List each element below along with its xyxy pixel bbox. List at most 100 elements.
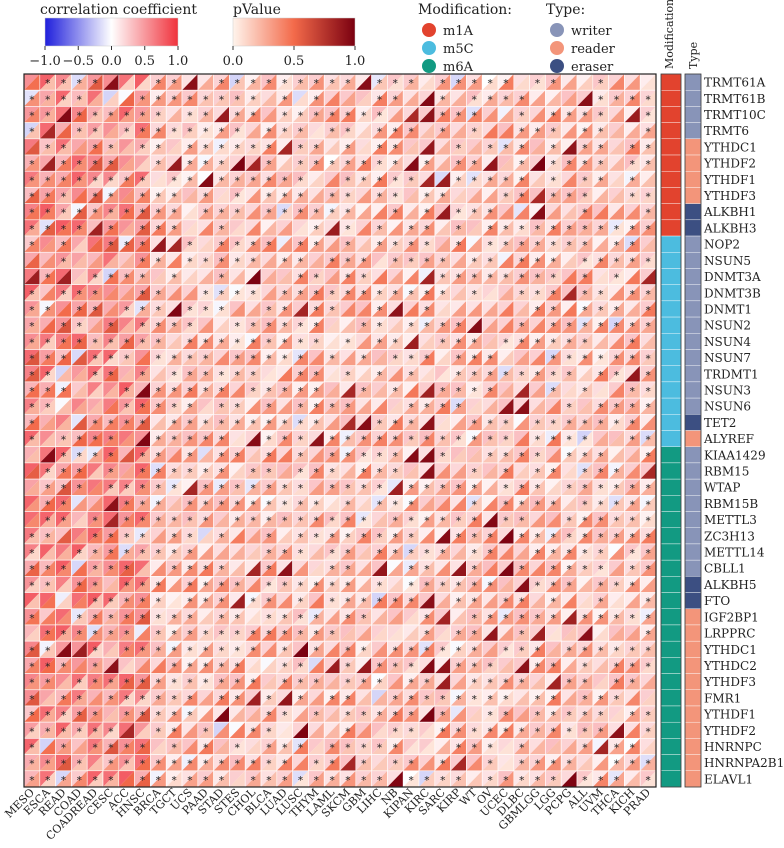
heatmap-cell: *	[23, 219, 41, 237]
pvalue-triangle	[403, 155, 419, 172]
correlation-triangle	[292, 236, 309, 253]
correlation-triangle	[498, 236, 514, 253]
pvalue-triangle	[182, 74, 198, 91]
correlation-triangle	[245, 90, 261, 107]
significance-star: *	[140, 95, 145, 106]
pvalue-triangle	[292, 317, 309, 334]
significance-star: *	[535, 338, 540, 349]
m6A-swatch	[422, 59, 436, 73]
heatmap-cell	[308, 430, 325, 448]
heatmap-cell: *	[624, 397, 641, 415]
correlation-triangle	[640, 155, 656, 172]
correlation-triangle	[213, 106, 230, 123]
pvalue-triangle	[150, 74, 167, 91]
heatmap-cell: *	[308, 203, 325, 221]
correlation-triangle	[103, 219, 119, 237]
heatmap-cell: *	[545, 170, 562, 188]
pvalue-triangle	[308, 333, 325, 350]
heatmap-cell	[339, 316, 357, 334]
heatmap-cell: *	[560, 397, 578, 415]
correlation-triangle	[118, 284, 135, 301]
correlation-triangle	[197, 187, 214, 204]
pvalue-triangle	[355, 300, 372, 318]
significance-star: *	[488, 241, 493, 252]
significance-star: *	[29, 419, 34, 430]
pvalue-triangle	[371, 236, 388, 253]
pvalue-triangle	[197, 252, 214, 269]
heatmap-cell: *	[150, 462, 167, 480]
heatmap-cell: *	[529, 235, 546, 253]
pvalue-triangle	[577, 284, 593, 301]
significance-star: *	[124, 403, 129, 414]
pvalue-triangle	[134, 74, 151, 91]
pvalue-triangle	[466, 138, 483, 156]
pvalue-triangle	[529, 203, 546, 220]
heatmap-cell: *	[339, 138, 357, 156]
significance-star: *	[582, 143, 587, 154]
significance-star: *	[393, 435, 398, 446]
pvalue-triangle	[640, 171, 656, 188]
correlation-triangle	[276, 203, 293, 220]
correlation-triangle	[308, 219, 325, 237]
significance-star: *	[646, 305, 651, 316]
heatmap-cell: *	[308, 381, 325, 399]
correlation-triangle	[24, 349, 40, 366]
pvalue-triangle	[134, 300, 151, 318]
correlation-triangle	[324, 203, 340, 220]
correlation-triangle	[229, 236, 246, 253]
heatmap-cell: *	[481, 446, 499, 464]
heatmap-cell: *	[213, 397, 230, 415]
heatmap-cell: *	[150, 316, 167, 334]
heatmap-cell	[387, 300, 404, 318]
pvalue-triangle	[419, 268, 435, 285]
heatmap-cell	[497, 251, 515, 269]
pvalue-triangle	[561, 300, 577, 318]
significance-star: *	[330, 257, 335, 268]
correlation-triangle	[466, 171, 483, 188]
heatmap-cell: *	[339, 106, 357, 123]
significance-star: *	[61, 354, 66, 365]
correlation-triangle	[450, 349, 467, 366]
correlation-triangle	[577, 155, 593, 172]
heatmap-cell	[23, 251, 41, 269]
significance-star: *	[266, 160, 271, 171]
heatmap-cell	[639, 332, 657, 350]
heatmap-cell: *	[434, 332, 451, 350]
p-tick-label: 0.0	[223, 54, 244, 69]
significance-star: *	[440, 403, 445, 414]
heatmap-cell: *	[229, 332, 246, 350]
significance-star: *	[377, 338, 382, 349]
heatmap-cell	[418, 170, 436, 188]
significance-star: *	[614, 419, 619, 430]
significance-star: *	[282, 208, 287, 219]
pvalue-triangle	[498, 236, 514, 253]
heatmap-cell: *	[624, 235, 641, 253]
heatmap-cell	[181, 73, 199, 91]
pvalue-triangle	[577, 317, 593, 334]
pvalue-triangle	[387, 333, 404, 350]
correlation-triangle	[513, 90, 530, 107]
pvalue-triangle	[403, 219, 419, 237]
pvalue-triangle	[150, 171, 167, 188]
heatmap-cell: *	[55, 349, 72, 366]
correlation-triangle	[261, 284, 277, 301]
pvalue-triangle	[355, 333, 372, 350]
pvalue-triangle	[213, 203, 230, 220]
heatmap-cell: *	[134, 251, 151, 269]
significance-star: *	[93, 143, 98, 154]
correlation-triangle	[166, 122, 182, 139]
heatmap-cell: *	[592, 316, 609, 334]
significance-star: *	[93, 435, 98, 446]
pvalue-triangle	[482, 317, 498, 334]
significance-star: *	[172, 370, 177, 381]
pvalue-triangle	[498, 203, 514, 220]
significance-star: *	[124, 127, 129, 138]
heatmap-cell	[481, 106, 499, 123]
heatmap-cell: *	[639, 300, 657, 318]
pvalue-triangle	[276, 187, 293, 204]
heatmap-cell	[181, 203, 199, 221]
correlation-triangle	[308, 122, 325, 139]
significance-star: *	[472, 79, 477, 90]
significance-star: *	[488, 354, 493, 365]
heatmap-cell	[608, 122, 625, 140]
